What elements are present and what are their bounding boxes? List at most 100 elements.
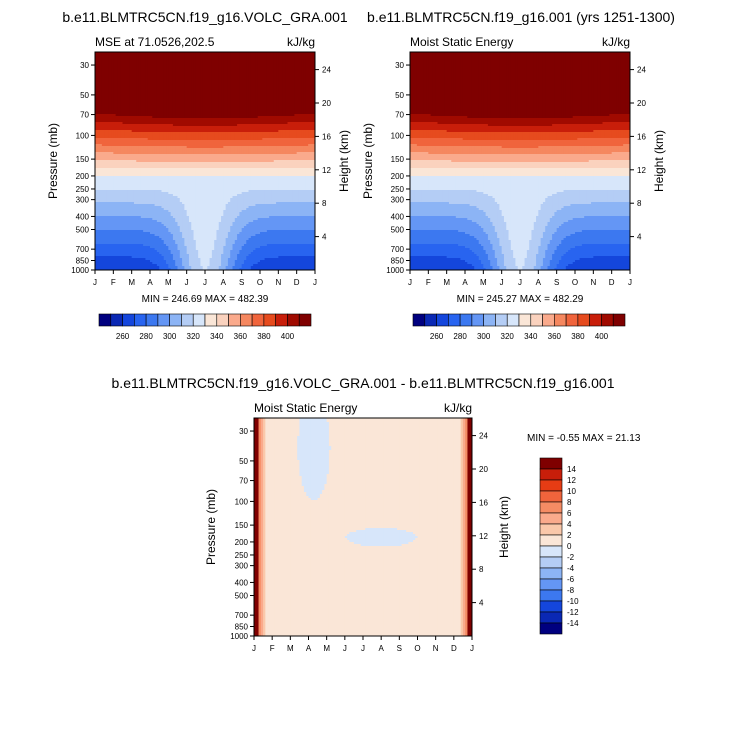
panel-1-subtitle-left: MSE at 71.0526,202.5	[95, 35, 215, 49]
pressure-tick-label: 500	[235, 591, 249, 600]
pressure-tick-label: 500	[391, 225, 405, 234]
colorbar-swatch	[539, 578, 563, 591]
panel-2-title: b.e11.BLMTRC5CN.f19_g16.001 (yrs 1251-13…	[367, 9, 675, 25]
height-tick-label: 4	[322, 233, 327, 242]
pressure-tick-label: 700	[391, 245, 405, 254]
month-tick-label: A	[536, 278, 542, 287]
panel-2-subtitle-left: Moist Static Energy	[410, 35, 513, 49]
pressure-tick-label: 700	[76, 245, 90, 254]
pressure-tick-label: 1000	[230, 632, 248, 641]
colorbar-swatch	[539, 545, 563, 558]
colorbar-swatch	[134, 313, 147, 327]
month-tick-label: A	[221, 278, 227, 287]
colorbar-swatch	[589, 313, 602, 327]
pressure-tick-label: 250	[76, 185, 90, 194]
height-tick-label: 20	[637, 99, 646, 108]
colorbar-label: 320	[501, 332, 515, 341]
colorbar-swatch	[539, 457, 563, 470]
month-tick-label: N	[590, 278, 596, 287]
colorbar-label: 8	[567, 498, 572, 507]
height-tick-label: 8	[322, 199, 327, 208]
month-tick-label: J	[343, 644, 347, 653]
height-tick-label: 8	[637, 199, 642, 208]
panel-3-stats: MIN = -0.55 MAX = 21.13	[527, 433, 641, 444]
colorbar-swatch	[530, 313, 543, 327]
colorbar-swatch	[240, 313, 253, 327]
panel-2-ylabel: Pressure (mb)	[361, 123, 375, 199]
colorbar-swatch	[539, 512, 563, 525]
month-tick-label: D	[451, 644, 457, 653]
pressure-tick-label: 100	[235, 497, 249, 506]
colorbar-swatch	[539, 556, 563, 569]
colorbar-swatch	[275, 313, 288, 327]
pressure-tick-label: 300	[76, 196, 90, 205]
month-tick-label: J	[361, 644, 365, 653]
colorbar-label: -8	[567, 586, 575, 595]
colorbar-swatch	[539, 534, 563, 547]
month-tick-label: J	[93, 278, 97, 287]
colorbar-label: -6	[567, 575, 575, 584]
height-tick-label: 4	[637, 233, 642, 242]
colorbar-swatch	[539, 567, 563, 580]
panel-3-contour-field	[254, 418, 472, 636]
month-tick-label: F	[426, 278, 431, 287]
colorbar-swatch	[110, 313, 123, 327]
colorbar-swatch	[539, 622, 563, 635]
colorbar-label: 300	[477, 332, 491, 341]
pressure-tick-label: 850	[76, 257, 90, 266]
month-tick-label: A	[306, 644, 312, 653]
month-tick-label: M	[323, 644, 330, 653]
month-tick-label: D	[609, 278, 615, 287]
colorbar-label: 280	[453, 332, 467, 341]
pressure-tick-label: 30	[80, 61, 89, 70]
panel-2-ylabel-right: Height (km)	[652, 130, 666, 192]
pressure-tick-label: 850	[391, 257, 405, 266]
colorbar-swatch	[122, 313, 135, 327]
colorbar-swatch	[204, 313, 218, 327]
colorbar-swatch	[412, 313, 426, 327]
month-tick-label: J	[518, 278, 522, 287]
month-tick-label: M	[128, 278, 135, 287]
height-tick-label: 16	[637, 132, 646, 141]
month-tick-label: F	[111, 278, 116, 287]
pressure-tick-label: 250	[391, 185, 405, 194]
colorbar-swatch	[251, 313, 265, 327]
pressure-tick-label: 100	[391, 131, 405, 140]
panel-3-ylabel-right: Height (km)	[497, 496, 511, 558]
colorbar-mse-right: 260 280 300 320 340 360 380 400	[412, 313, 626, 341]
month-tick-label: J	[408, 278, 412, 287]
colorbar-swatch	[181, 313, 194, 327]
colorbar-swatch	[145, 313, 159, 327]
colorbar-swatch	[471, 313, 484, 327]
panel-1-subtitle-right: kJ/kg	[287, 35, 315, 49]
colorbar-swatch	[157, 313, 170, 327]
colorbar-swatch	[483, 313, 496, 327]
colorbar-label: 14	[567, 465, 576, 474]
colorbar-label: 12	[567, 476, 576, 485]
colorbar-label: 340	[210, 332, 224, 341]
month-tick-label: J	[313, 278, 317, 287]
panel-2: b.e11.BLMTRC5CN.f19_g16.001 (yrs 1251-13…	[361, 9, 675, 305]
pressure-tick-label: 500	[76, 225, 90, 234]
month-tick-label: M	[480, 278, 487, 287]
colorbar-swatch	[542, 313, 555, 327]
colorbar-swatch	[601, 313, 614, 327]
month-tick-label: O	[572, 278, 578, 287]
height-tick-label: 24	[637, 66, 646, 75]
colorbar-label: 6	[567, 509, 572, 518]
pressure-tick-label: 150	[235, 521, 249, 530]
month-tick-label: A	[462, 278, 468, 287]
colorbar-label: 2	[567, 531, 572, 540]
colorbar-label: 320	[187, 332, 201, 341]
month-tick-label: N	[433, 644, 439, 653]
colorbar-swatch	[169, 313, 182, 327]
pressure-tick-label: 70	[80, 111, 89, 120]
colorbar-label: -4	[567, 564, 575, 573]
colorbar-swatch	[577, 313, 590, 327]
colorbar-swatch	[192, 313, 206, 327]
colorbar-swatch	[539, 479, 563, 492]
colorbar-swatch	[459, 313, 473, 327]
colorbar-swatch	[506, 313, 520, 327]
month-tick-label: A	[378, 644, 384, 653]
